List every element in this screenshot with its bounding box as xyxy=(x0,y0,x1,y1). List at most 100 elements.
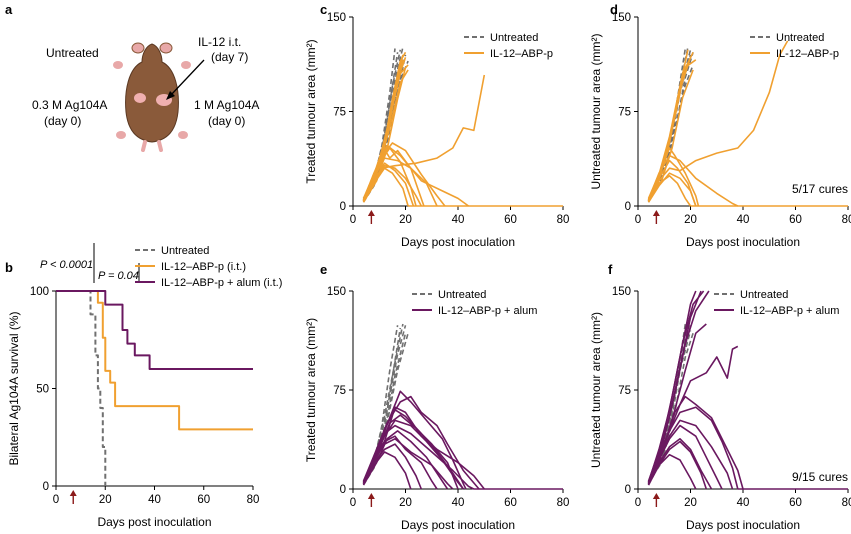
y-tick-label: 150 xyxy=(327,12,346,24)
y-tick-label: 50 xyxy=(36,384,49,396)
series-line-il-12-abp-p xyxy=(647,57,692,202)
x-tick-label: 60 xyxy=(789,214,802,226)
series-line-il-12-abp-p xyxy=(647,154,739,207)
panel-c-label: c xyxy=(320,2,327,17)
legend-label: Untreated xyxy=(776,32,824,44)
panel-b-label: b xyxy=(5,260,13,275)
legend-label: IL-12–ABP-p xyxy=(490,48,553,60)
panel-f-label: f xyxy=(608,262,613,277)
injection-arrowhead xyxy=(166,91,175,100)
y-tick-label: 0 xyxy=(340,484,346,496)
series-line-il-12-abp-p xyxy=(362,74,486,202)
y-tick-label: 75 xyxy=(618,107,631,119)
panel-f-cures: 9/15 cures xyxy=(792,470,848,484)
y-tick-label: 150 xyxy=(327,286,346,298)
chart-e: 0 20 40 60 80 0 75 150 Days post inoculation Trea… xyxy=(304,286,569,532)
x-tick-label: 0 xyxy=(350,214,356,226)
legend-label: Untreated xyxy=(490,32,538,44)
panel-a-label: a xyxy=(5,2,13,17)
pvalue-annotation: P < 0.0001 P = 0.04 xyxy=(40,243,140,283)
y-axis-title: Bilateral Ag104A survival (%) xyxy=(7,311,21,465)
legend-label: IL-12–ABP-p (i.t.) xyxy=(161,261,246,273)
x-axis-title: Days post inoculation xyxy=(686,518,800,532)
right-dose-line1: 1 M Ag104A xyxy=(194,98,259,112)
left-dose-line1: 0.3 M Ag104A xyxy=(32,98,107,112)
chart-d: 0 20 40 60 80 0 75 150 Days post inoculation Untr… xyxy=(589,12,851,249)
series-line-il-12-abp-p-alum xyxy=(647,438,713,490)
x-tick-label: 60 xyxy=(789,497,802,509)
y-tick-label: 0 xyxy=(625,201,631,213)
il12-label-line2: (day 7) xyxy=(211,50,248,64)
legend-label: Untreated xyxy=(161,245,209,257)
x-tick-label: 80 xyxy=(842,497,851,509)
pvalue-1: P < 0.0001 xyxy=(40,259,93,271)
il12-label-line1: IL-12 i.t. xyxy=(198,35,241,49)
x-tick-label: 0 xyxy=(350,497,356,509)
legend-label: IL-12–ABP-p + alum xyxy=(740,305,839,317)
x-tick-label: 40 xyxy=(452,214,465,226)
treatment-arrowhead xyxy=(652,493,660,499)
x-tick-label: 0 xyxy=(635,214,641,226)
y-tick-label: 0 xyxy=(625,484,631,496)
y-tick-label: 0 xyxy=(43,481,49,493)
treatment-arrowhead xyxy=(652,210,660,216)
x-tick-label: 20 xyxy=(99,494,112,506)
panel-d-label: d xyxy=(610,2,618,17)
series-line-il-12-abp-p-alum xyxy=(647,290,705,482)
y-tick-label: 75 xyxy=(333,385,346,397)
series-line-il-12-abp-p xyxy=(362,142,446,207)
x-tick-label: 0 xyxy=(53,494,59,506)
untreated-site-label: Untreated xyxy=(46,46,99,60)
x-axis-title: Days post inoculation xyxy=(401,518,515,532)
panel-a: a Untreated IL-12 i.t. (day 7) 0.3 M Ag1… xyxy=(5,2,259,152)
y-tick-label: 0 xyxy=(340,201,346,213)
x-tick-label: 80 xyxy=(842,214,851,226)
series-line-il-12-abp-p xyxy=(647,172,697,207)
series-line-il-12-abp-p xyxy=(362,144,469,207)
series-line-il-12-abp-p-alum xyxy=(647,406,739,490)
chart-b: 0 20 40 60 80 0 50 100 Days post inoculation Bila… xyxy=(7,245,282,529)
chart-f: 0 20 40 60 80 0 75 150 Days post inoculation Untr… xyxy=(589,286,851,532)
treatment-arrowhead xyxy=(367,210,375,216)
series-line-il-12-abp-p-alum xyxy=(362,451,412,490)
x-tick-label: 80 xyxy=(557,214,570,226)
mouse-icon xyxy=(113,42,191,152)
y-tick-label: 100 xyxy=(30,286,49,298)
series-line-il-12-abp-p-alum xyxy=(647,453,697,490)
x-tick-label: 40 xyxy=(148,494,161,506)
series-line-il-12-abp-p-alum xyxy=(362,414,459,490)
series-line-untreated xyxy=(647,64,694,202)
x-tick-label: 80 xyxy=(557,497,570,509)
x-tick-label: 60 xyxy=(504,214,517,226)
series-line-il-12-abp-p xyxy=(362,167,409,207)
chart-c: 0 20 40 60 80 0 75 150 Days post inoculation Trea… xyxy=(304,12,569,249)
series-line-il-12-abp-p-alum xyxy=(647,419,734,490)
legend-label: IL-12–ABP-p + alum xyxy=(438,305,537,317)
panel-d-cures: 5/17 cures xyxy=(792,182,848,196)
y-axis-title: Treated tumour area (mm²) xyxy=(304,318,318,462)
series-line-untreated xyxy=(362,323,404,482)
x-tick-label: 20 xyxy=(684,497,697,509)
treatment-arrowhead xyxy=(367,493,375,499)
x-tick-label: 40 xyxy=(737,214,750,226)
x-tick-label: 60 xyxy=(504,497,517,509)
series-line-il-12-abp-p xyxy=(647,175,692,207)
legend-label: IL-12–ABP-p xyxy=(776,48,839,60)
series-line-il-12-abp-p-i-t- xyxy=(56,290,253,431)
legend-label: Untreated xyxy=(740,289,788,301)
x-tick-label: 20 xyxy=(399,497,412,509)
injection-pointer xyxy=(169,59,205,97)
treatment-arrowhead xyxy=(69,490,77,496)
series-line-il-12-abp-p xyxy=(647,159,697,207)
panel-e-label: e xyxy=(320,262,327,277)
x-tick-label: 0 xyxy=(635,497,641,509)
series-line-il-12-abp-p xyxy=(647,40,789,202)
series-line-il-12-abp-p xyxy=(647,147,700,207)
left-dose-line2: (day 0) xyxy=(44,114,81,128)
series-line-il-12-abp-p-alum-i-t- xyxy=(56,290,253,370)
series-line-untreated xyxy=(362,47,404,201)
x-axis-title: Days post inoculation xyxy=(401,235,515,249)
series-line-untreated xyxy=(56,290,107,486)
y-tick-label: 150 xyxy=(612,12,631,24)
